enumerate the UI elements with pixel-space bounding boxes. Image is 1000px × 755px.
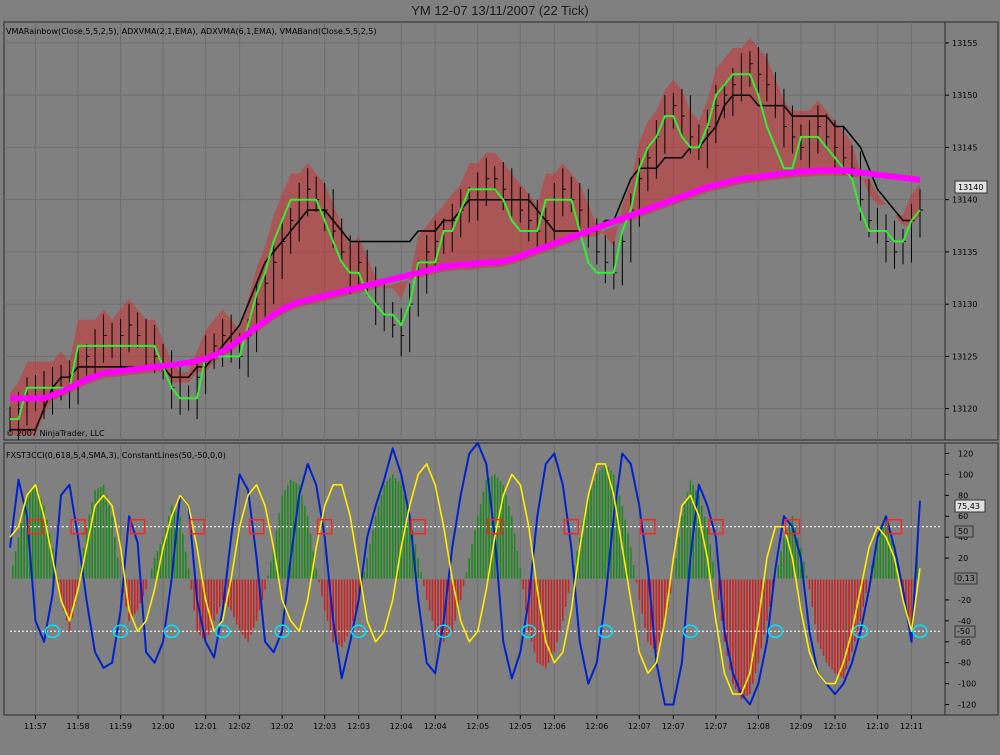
time-tick-label: 12:03 bbox=[313, 722, 336, 731]
osc-overbought-marker bbox=[27, 518, 44, 535]
osc-oversold-marker bbox=[274, 624, 290, 639]
osc-overbought-marker bbox=[189, 518, 205, 535]
osc-yellow-line bbox=[9, 463, 921, 695]
osc-oversold-marker bbox=[912, 624, 928, 639]
osc-oversold-marker bbox=[767, 624, 784, 639]
osc-oversold-marker bbox=[214, 624, 231, 639]
time-tick-label: 12:05 bbox=[509, 722, 532, 731]
time-tick-label: 12:10 bbox=[866, 722, 889, 731]
osc-overbought-marker bbox=[248, 518, 265, 535]
osc-oversold-marker bbox=[350, 624, 367, 639]
price-tick-label: 13145 bbox=[952, 143, 977, 152]
osc-overbought-marker bbox=[487, 518, 503, 535]
time-tick-label: 12:07 bbox=[662, 722, 685, 731]
osc-oversold-marker bbox=[852, 624, 869, 639]
price-axis-background[interactable] bbox=[944, 21, 999, 441]
osc-tick-label: -80 bbox=[958, 659, 971, 668]
time-tick-label: 12:06 bbox=[585, 722, 608, 731]
time-tick-label: 12:03 bbox=[347, 722, 370, 731]
copyright-label: © 2007 NinjaTrader, LLC bbox=[6, 429, 105, 438]
time-tick-label: 12:07 bbox=[704, 722, 727, 731]
osc-tick-label: -120 bbox=[958, 701, 976, 710]
osc-overbought-marker bbox=[563, 518, 580, 535]
time-axis-ticks: 11:57 11:58 11:59 12:00 12:01 12:02 12:02 12:03… bbox=[24, 715, 923, 731]
time-tick-label: 12:02 bbox=[228, 722, 251, 731]
osc-overbought-marker bbox=[886, 518, 903, 535]
price-tick-label: 13135 bbox=[952, 248, 977, 257]
osc-tick-label: -20 bbox=[958, 596, 971, 605]
osc-markers bbox=[27, 518, 928, 639]
osc-yellow-polyline bbox=[9, 463, 921, 695]
last-price-label: 13140 bbox=[958, 183, 983, 192]
osc-axis-ticks: 120 100 80 60 40 20 -20 -40 -60 -80 -100 -120 bbox=[945, 449, 976, 710]
vma-center-line bbox=[10, 167, 921, 402]
price-tick-label: 13155 bbox=[952, 39, 977, 48]
time-tick-label: 12:02 bbox=[271, 722, 294, 731]
time-tick-label: 12:08 bbox=[747, 722, 770, 731]
osc-tick-label: -40 bbox=[958, 617, 971, 626]
osc-overbought-marker bbox=[70, 518, 86, 535]
osc-line-minus50-label: -50 bbox=[957, 627, 970, 636]
osc-tick-label: 120 bbox=[958, 449, 973, 458]
time-tick-label: 12:10 bbox=[823, 722, 846, 731]
time-tick-label: 12:09 bbox=[789, 722, 812, 731]
osc-oversold-marker bbox=[597, 624, 614, 639]
osc-overbought-marker bbox=[640, 518, 656, 535]
time-tick-label: 11:58 bbox=[67, 722, 90, 731]
price-indicator-label: VMARainbow(Close,5,5,2,5), ADXVMA(2,1,EM… bbox=[6, 27, 377, 36]
osc-indicator-label: FXST3CCI(0,618,5,4,SMA,3), ConstantLines… bbox=[6, 451, 226, 460]
price-tick-label: 13150 bbox=[952, 91, 977, 100]
osc-oversold-marker bbox=[163, 624, 180, 639]
osc-tick-label: 100 bbox=[958, 470, 973, 479]
time-tick-label: 12:06 bbox=[543, 722, 566, 731]
osc-oversold-marker bbox=[44, 624, 61, 639]
time-tick-label: 12:11 bbox=[900, 722, 923, 731]
osc-zero-label: 0,13 bbox=[957, 574, 975, 583]
osc-line-50-box bbox=[954, 525, 974, 538]
price-tick-label: 13125 bbox=[952, 352, 977, 361]
osc-oversold-marker bbox=[112, 624, 129, 639]
time-tick-label: 11:57 bbox=[24, 722, 47, 731]
osc-line-minus50-box bbox=[954, 625, 976, 638]
osc-tick-label: 40 bbox=[958, 533, 968, 542]
osc-overbought-marker bbox=[410, 518, 426, 535]
time-tick-label: 12:00 bbox=[152, 722, 175, 731]
osc-overbought-marker bbox=[784, 518, 801, 535]
osc-tick-label: 80 bbox=[958, 491, 968, 500]
time-tick-label: 11:59 bbox=[109, 722, 132, 731]
osc-current-value-box bbox=[954, 499, 986, 513]
chart-title: YM 12-07 13/11/2007 (22 Tick) bbox=[411, 3, 589, 18]
time-tick-label: 12:01 bbox=[194, 722, 217, 731]
osc-oversold-marker bbox=[435, 624, 452, 639]
time-tick-label: 12:05 bbox=[466, 722, 489, 731]
osc-tick-label: -60 bbox=[958, 638, 971, 647]
osc-zero-box bbox=[954, 572, 978, 585]
osc-constant-lines bbox=[10, 526, 940, 632]
osc-tick-label: -100 bbox=[958, 680, 976, 689]
osc-tick-label: 60 bbox=[958, 512, 968, 521]
time-tick-label: 12:04 bbox=[424, 722, 447, 731]
last-price-box bbox=[954, 180, 988, 194]
osc-current-value-label: 75,43 bbox=[957, 502, 980, 511]
price-tick-label: 13130 bbox=[952, 300, 977, 309]
osc-overbought-marker bbox=[708, 518, 724, 535]
osc-overbought-marker bbox=[316, 518, 333, 535]
osc-overbought-marker bbox=[129, 518, 146, 535]
price-axis-ticks: 13155 13150 13145 13140 13135 13130 13125 13120 bbox=[945, 39, 977, 414]
osc-oversold-marker bbox=[521, 624, 537, 639]
time-tick-label: 12:04 bbox=[390, 722, 413, 731]
osc-tick-label: 20 bbox=[958, 554, 968, 563]
time-tick-label: 12:07 bbox=[628, 722, 651, 731]
vma-center-polyline bbox=[10, 167, 921, 402]
osc-oversold-marker bbox=[682, 624, 699, 639]
price-tick-label: 13140 bbox=[952, 196, 977, 205]
osc-line-50-label: 50 bbox=[958, 527, 968, 536]
price-tick-label: 13120 bbox=[952, 405, 977, 414]
